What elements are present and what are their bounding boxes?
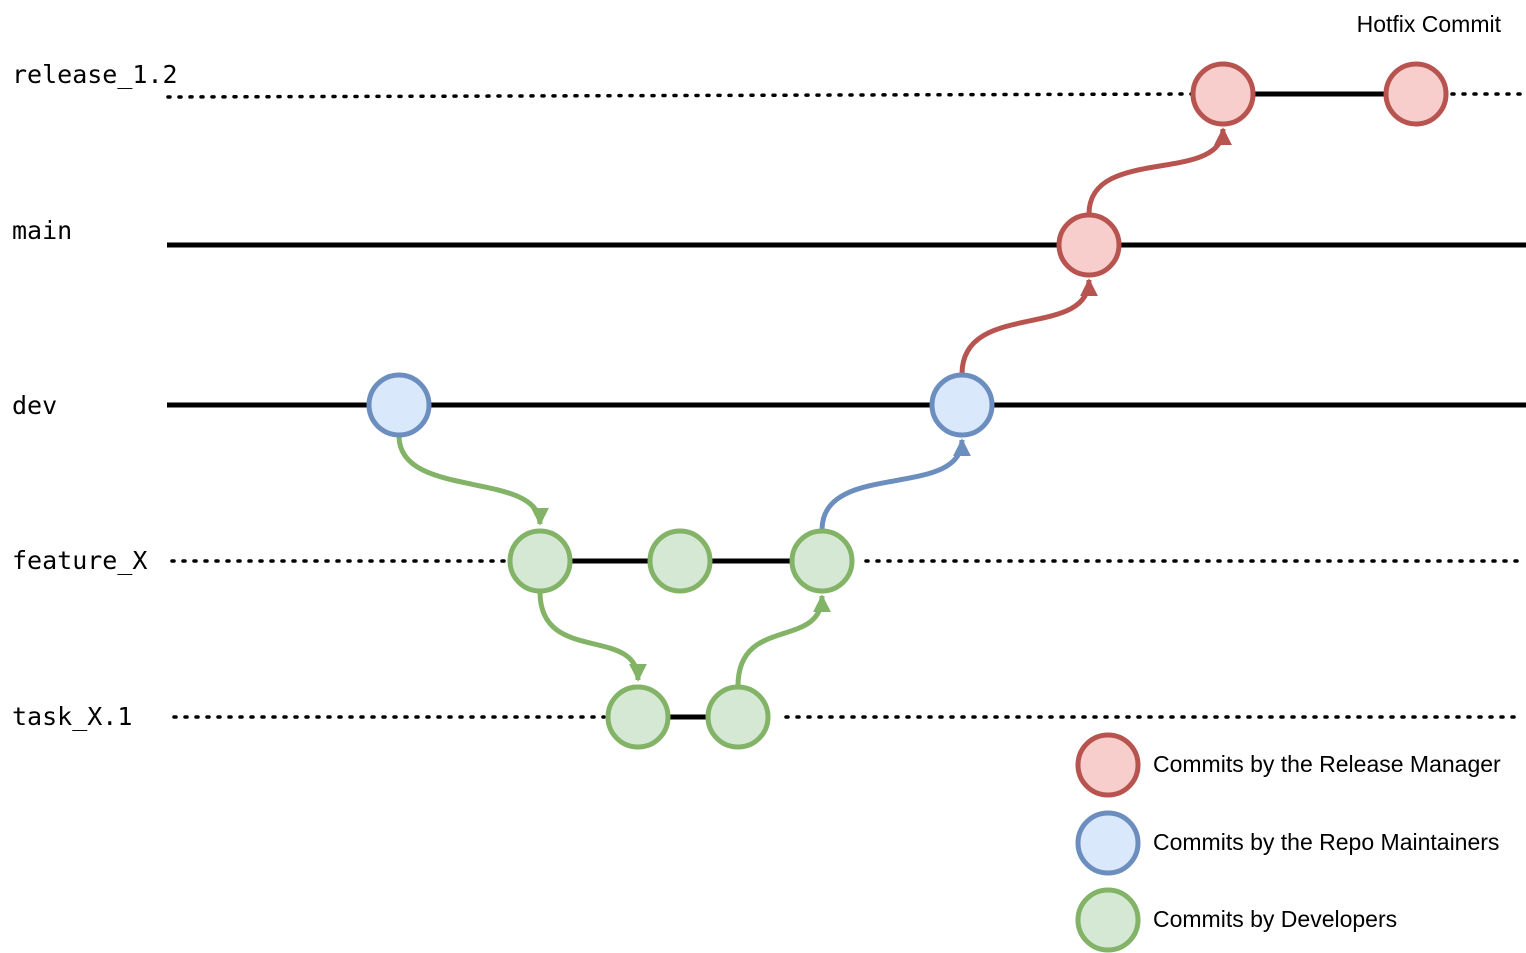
branch-label-release: release_1.2	[12, 60, 178, 89]
merge-arrow-dev-to-main	[959, 278, 1098, 375]
branch-arrow-dev-to-feature	[396, 435, 549, 526]
commit-release-2-hotfix	[1383, 61, 1449, 127]
commit-main-1	[1056, 212, 1122, 278]
legend-label-developers: Commits by Developers	[1153, 906, 1397, 932]
legend-swatch-release-manager	[1075, 732, 1141, 798]
legend-label-release-manager: Commits by the Release Manager	[1153, 751, 1501, 777]
commit-task-2	[705, 684, 771, 750]
branch-label-main: main	[12, 216, 72, 245]
branch-arrow-feature-to-task	[537, 591, 647, 682]
legend: Commits by the Release Manager Commits b…	[1075, 732, 1501, 953]
commit-feature-2	[647, 528, 713, 594]
commit-dev-2	[929, 372, 995, 438]
branch-label-dev: dev	[12, 391, 57, 420]
commit-release-1	[1190, 61, 1256, 127]
legend-swatch-repo-maintainers	[1075, 810, 1141, 876]
branch-arrow-main-to-release	[1086, 127, 1232, 215]
legend-label-repo-maintainers: Commits by the Repo Maintainers	[1153, 829, 1499, 855]
release-branch-dotted-start	[166, 92, 1194, 99]
hotfix-annotation: Hotfix Commit	[1357, 11, 1502, 37]
commit-feature-1	[507, 528, 573, 594]
branch-label-feature: feature_X	[12, 546, 147, 575]
merge-arrow-task-to-feature	[735, 594, 831, 687]
commit-dev-1	[366, 372, 432, 438]
commit-feature-3	[789, 528, 855, 594]
branch-label-task: task_X.1	[12, 702, 132, 731]
commit-task-1	[605, 684, 671, 750]
merge-arrow-feature-to-dev	[819, 438, 971, 531]
legend-swatch-developers	[1075, 887, 1141, 953]
